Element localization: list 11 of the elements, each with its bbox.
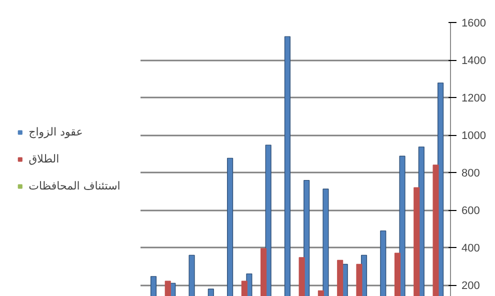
- y-tick-label: 1400: [462, 55, 486, 68]
- legend-label: الطلاق: [28, 152, 60, 166]
- y-tick-label: 200: [462, 280, 480, 292]
- y-tick-label: 600: [462, 205, 480, 218]
- y-tick-label: 1200: [462, 92, 486, 105]
- legend-label: استئناف المحافظات: [28, 180, 120, 192]
- y-tick-label: 400: [462, 242, 480, 255]
- y-tick-label: 1000: [462, 130, 486, 142]
- y-tick-label: 1600: [462, 18, 486, 30]
- y-tick-label: 800: [462, 168, 480, 180]
- legend-label: عقود الزواج: [28, 126, 83, 138]
